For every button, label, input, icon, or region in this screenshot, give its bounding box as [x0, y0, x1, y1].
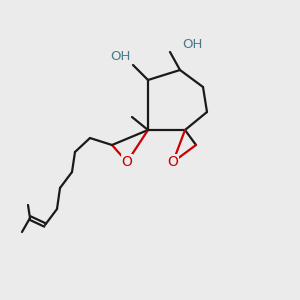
Text: OH: OH — [111, 50, 131, 64]
Text: O: O — [168, 155, 178, 169]
Text: OH: OH — [182, 38, 202, 50]
Text: O: O — [122, 155, 132, 169]
